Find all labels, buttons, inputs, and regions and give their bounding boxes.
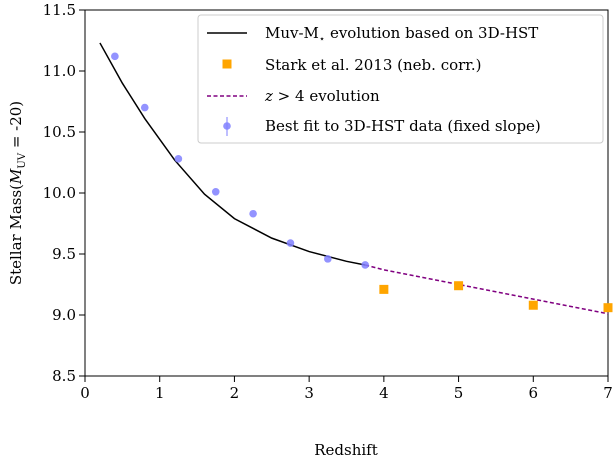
y-axis-label-sub: UV — [17, 152, 28, 168]
x-tick-label: 6 — [529, 384, 539, 402]
bestfit-point — [324, 255, 332, 263]
x-tick-label: 4 — [379, 384, 389, 402]
legend-label-3dhst-rest: evolution based on 3D-HST — [325, 24, 538, 42]
x-tick-label: 2 — [230, 384, 240, 402]
legend-label-z4: z > 4 evolution — [264, 87, 380, 105]
legend: Muv-M⋆ evolution based on 3D-HST Stark e… — [197, 14, 604, 144]
y-tick-label: 11.5 — [43, 1, 76, 19]
y-axis-label: Stellar Mass(MUV = -20) — [7, 101, 28, 285]
x-tick-label: 5 — [454, 384, 464, 402]
y-tick-label: 11.0 — [43, 62, 76, 80]
legend-label-bestfit: Best fit to 3D-HST data (fixed slope) — [265, 117, 541, 135]
y-axis-label-suffix: = -20) — [7, 101, 25, 153]
stark-square — [528, 300, 538, 310]
legend-label-3dhst-main: Muv-M — [265, 24, 319, 42]
bestfit-point — [361, 261, 369, 269]
stark-square — [454, 281, 464, 291]
y-axis-label-prefix: Stellar Mass( — [7, 184, 25, 285]
bestfit-point — [174, 155, 183, 163]
stark-square — [603, 303, 613, 313]
series-z4-evolution-line — [364, 264, 609, 315]
legend-swatch-stark — [222, 59, 232, 69]
legend-swatch-bestfit-point — [223, 122, 231, 130]
y-tick-label: 10.0 — [43, 184, 76, 202]
y-tick-label: 10.5 — [43, 123, 76, 141]
x-tick-label: 0 — [80, 384, 90, 402]
legend-box — [197, 14, 604, 144]
x-tick-label: 1 — [155, 384, 165, 402]
x-tick-label: 3 — [304, 384, 314, 402]
legend-label-z4-italic: z — [264, 87, 273, 105]
legend-label-stark: Stark et al. 2013 (neb. corr.) — [265, 56, 481, 74]
bestfit-point — [140, 103, 149, 112]
y-tick-label: 8.5 — [52, 367, 76, 385]
x-axis-label: Redshift — [314, 441, 378, 459]
bestfit-point — [111, 52, 119, 61]
y-tick-label: 9.5 — [52, 245, 76, 263]
bestfit-point — [286, 239, 295, 247]
legend-label-3dhst-line: Muv-M⋆ evolution based on 3D-HST — [265, 24, 538, 45]
plot-marks — [99, 42, 613, 315]
bestfit-point — [211, 187, 220, 196]
legend-label-z4-rest: > 4 evolution — [273, 87, 380, 105]
axis-ticks: 0 1 2 3 4 5 6 7 8.5 9.0 9.5 10.0 10.5 11.0 11.5 — [43, 1, 613, 402]
y-axis-label-italic: M — [7, 168, 25, 185]
legend-label-3dhst-star: ⋆ — [319, 34, 325, 45]
x-tick-label: 7 — [603, 384, 613, 402]
stark-square — [379, 284, 389, 294]
bestfit-point — [249, 209, 257, 218]
y-tick-label: 9.0 — [52, 306, 76, 324]
